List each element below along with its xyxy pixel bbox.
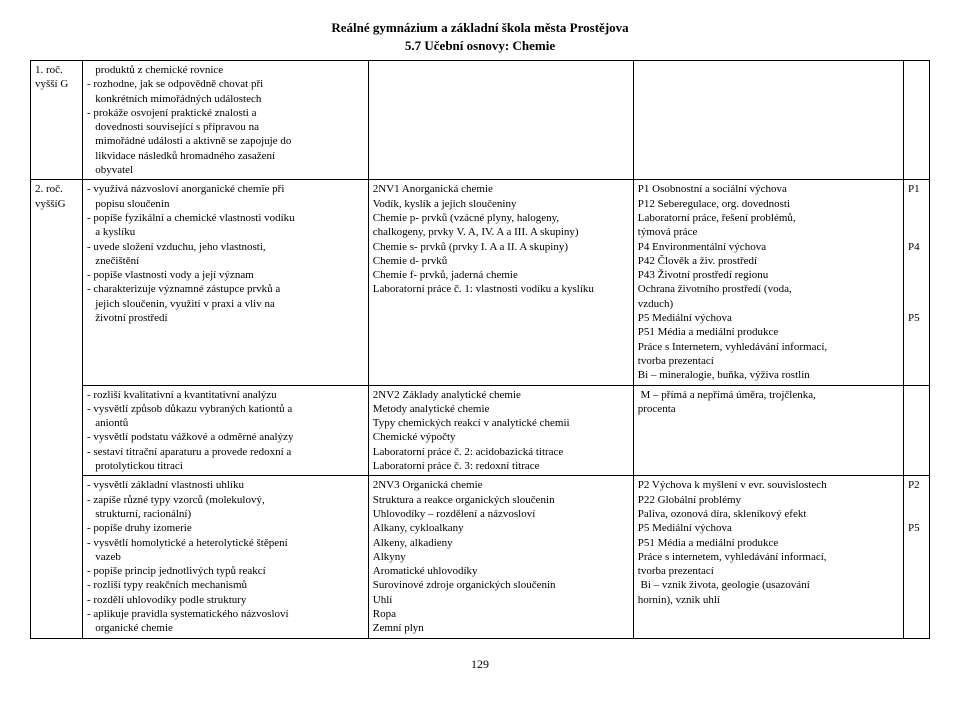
cell-outcomes: produktů z chemické rovnice - rozhodne, … [82, 61, 368, 180]
table-row: 1. roč. vyšší G produktů z chemické rovn… [31, 61, 930, 180]
cell-outcomes: - rozliší kvalitativní a kvantitativní a… [82, 385, 368, 476]
cell-cross [633, 61, 903, 180]
cell-cross: M – přímá a nepřímá úměra, trojčlenka, p… [633, 385, 903, 476]
cell-grade: 1. roč. vyšší G [31, 61, 83, 180]
cell-content: 2NV1 Anorganická chemie Vodík, kyslík a … [368, 180, 633, 385]
cell-content: 2NV3 Organická chemie Struktura a reakce… [368, 476, 633, 638]
table-row: - vysvětlí základní vlastnosti uhlíku - … [31, 476, 930, 638]
cell-outcomes: - využívá názvosloví anorganické chemie … [82, 180, 368, 385]
cell-code [903, 61, 929, 180]
cell-content [368, 61, 633, 180]
cell-code: P1 P4 P5 [903, 180, 929, 385]
doc-title-1: Reálné gymnázium a základní škola města … [30, 20, 930, 36]
table-row: 2. roč. vyššíG - využívá názvosloví anor… [31, 180, 930, 385]
curriculum-table: 1. roč. vyšší G produktů z chemické rovn… [30, 60, 930, 639]
table-row: - rozliší kvalitativní a kvantitativní a… [31, 385, 930, 476]
cell-cross: P2 Výchova k myšlení v evr. souvislostec… [633, 476, 903, 638]
doc-title-2: 5.7 Učební osnovy: Chemie [30, 38, 930, 54]
cell-code [903, 385, 929, 476]
cell-content: 2NV2 Základy analytické chemie Metody an… [368, 385, 633, 476]
cell-grade: 2. roč. vyššíG [31, 180, 83, 638]
page-number: 129 [30, 657, 930, 672]
cell-cross: P1 Osobnostní a sociální výchova P12 Seb… [633, 180, 903, 385]
cell-outcomes: - vysvětlí základní vlastnosti uhlíku - … [82, 476, 368, 638]
cell-code: P2 P5 [903, 476, 929, 638]
